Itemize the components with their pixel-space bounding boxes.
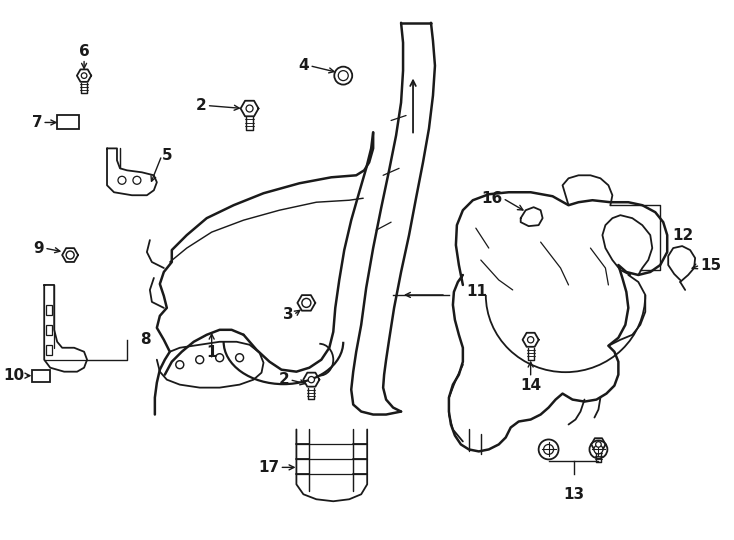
Text: 5: 5 xyxy=(161,148,172,163)
Circle shape xyxy=(594,445,603,454)
Text: 7: 7 xyxy=(32,115,43,130)
Text: 6: 6 xyxy=(79,44,90,59)
Text: 9: 9 xyxy=(34,241,44,255)
Circle shape xyxy=(544,444,553,454)
Circle shape xyxy=(302,299,311,307)
Text: 2: 2 xyxy=(196,98,207,113)
Bar xyxy=(32,370,50,382)
Bar xyxy=(46,325,52,335)
Bar xyxy=(57,116,79,130)
Bar xyxy=(46,345,52,355)
Circle shape xyxy=(246,105,253,112)
Text: 17: 17 xyxy=(258,460,280,475)
Text: 13: 13 xyxy=(563,487,584,502)
Circle shape xyxy=(528,336,534,343)
Text: 10: 10 xyxy=(3,368,24,383)
Text: 4: 4 xyxy=(299,58,309,73)
Text: 1: 1 xyxy=(206,345,217,360)
Text: 14: 14 xyxy=(520,377,541,393)
Text: 16: 16 xyxy=(482,191,503,206)
Circle shape xyxy=(308,376,314,383)
Circle shape xyxy=(81,73,87,78)
Text: 11: 11 xyxy=(466,285,487,299)
Text: 8: 8 xyxy=(140,332,150,347)
Text: 15: 15 xyxy=(700,258,722,273)
Text: 2: 2 xyxy=(279,372,289,387)
Circle shape xyxy=(596,442,601,447)
Circle shape xyxy=(66,251,74,259)
Bar xyxy=(46,305,52,315)
Text: 12: 12 xyxy=(672,228,694,242)
Text: 3: 3 xyxy=(283,307,294,322)
